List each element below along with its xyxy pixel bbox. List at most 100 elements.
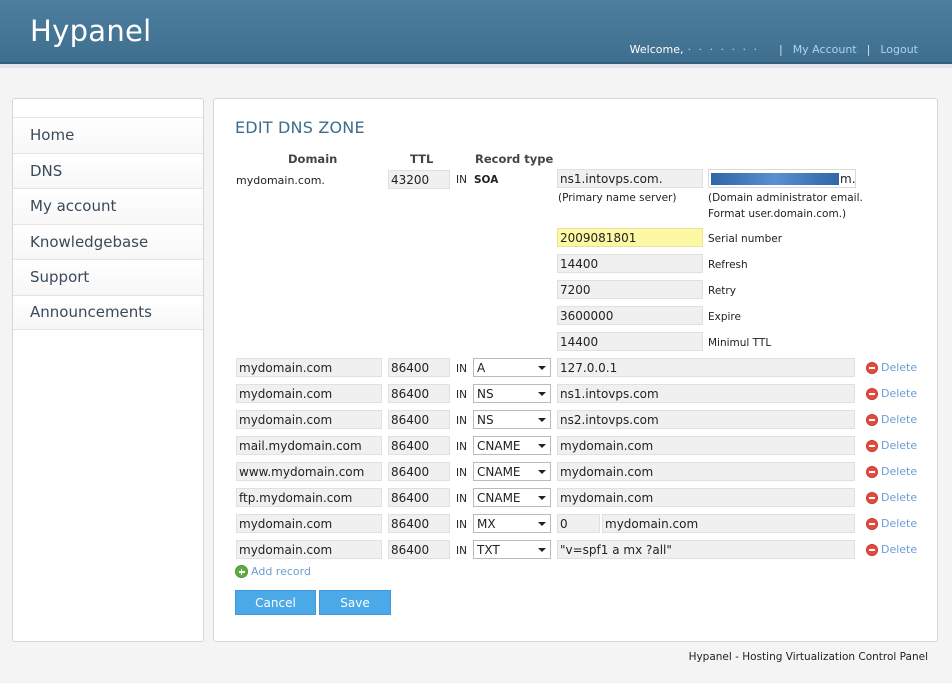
sidebar-item-knowledgebase[interactable]: Knowledgebase — [13, 223, 203, 259]
soa-expire-input[interactable]: 3600000 — [557, 306, 703, 325]
record-ttl-input[interactable]: 86400 — [388, 358, 450, 377]
record-value-input[interactable]: ns1.intovps.com — [557, 384, 855, 403]
delete-record-link[interactable]: Delete — [866, 439, 917, 452]
record-ttl-input[interactable]: 86400 — [388, 540, 450, 559]
record-value-input[interactable]: mydomain.com — [557, 436, 855, 455]
column-header-ttl: TTL — [410, 152, 434, 166]
delete-record-link[interactable]: Delete — [866, 543, 917, 556]
record-type-value: TXT — [477, 543, 500, 557]
soa-email-hint-2: Format user.domain.com.) — [708, 208, 847, 220]
record-type-select[interactable]: NS — [473, 384, 551, 403]
footer-text: Hypanel - Hosting Virtualization Control… — [688, 651, 928, 663]
record-name-input[interactable]: mydomain.com — [236, 540, 382, 559]
my-account-link[interactable]: My Account — [792, 43, 857, 56]
record-ttl-input[interactable]: 86400 — [388, 384, 450, 403]
sidebar-item-my-account[interactable]: My account — [13, 188, 203, 224]
delete-record-link[interactable]: Delete — [866, 491, 917, 504]
record-value-input[interactable]: ns2.intovps.com — [557, 410, 855, 429]
delete-label: Delete — [881, 413, 918, 426]
record-priority-input[interactable]: 0 — [557, 514, 600, 533]
record-type-select[interactable]: MX — [473, 514, 551, 533]
email-suffix: m. — [840, 172, 856, 186]
nav-separator: | — [866, 43, 871, 56]
record-name-input[interactable]: mydomain.com — [236, 410, 382, 429]
record-name-input[interactable]: mydomain.com — [236, 384, 382, 403]
sidebar-item-announcements[interactable]: Announcements — [13, 294, 203, 330]
soa-domain: mydomain.com. — [236, 174, 325, 187]
app-logo: Hypanel — [30, 14, 152, 48]
record-name-input[interactable]: mydomain.com — [236, 514, 382, 533]
record-ttl-input[interactable]: 86400 — [388, 436, 450, 455]
delete-label: Delete — [881, 491, 918, 504]
record-ttl-input[interactable]: 86400 — [388, 514, 450, 533]
record-type-value: CNAME — [477, 491, 521, 505]
record-value-input[interactable]: mydomain.com — [557, 488, 855, 507]
minus-circle-icon — [866, 543, 878, 556]
soa-retry-input[interactable]: 7200 — [557, 280, 703, 299]
delete-label: Delete — [881, 517, 918, 530]
page-title: EDIT DNS ZONE — [235, 118, 365, 137]
soa-type: SOA — [474, 174, 499, 186]
record-name-input[interactable]: www.mydomain.com — [236, 462, 382, 481]
record-value-input[interactable]: mydomain.com — [602, 514, 855, 533]
record-class: IN — [456, 493, 467, 505]
record-type-select[interactable]: CNAME — [473, 462, 551, 481]
record-type-value: CNAME — [477, 465, 521, 479]
sidebar-item-dns[interactable]: DNS — [13, 152, 203, 188]
delete-record-link[interactable]: Delete — [866, 517, 917, 530]
record-ttl-input[interactable]: 86400 — [388, 488, 450, 507]
minus-circle-icon — [866, 387, 878, 400]
header-nav: Welcome, · · · · · · · | My Account | Lo… — [630, 43, 918, 56]
soa-minttl-input[interactable]: 14400 — [557, 332, 703, 351]
cancel-button[interactable]: Cancel — [235, 590, 316, 615]
add-record-link[interactable]: Add record — [235, 565, 311, 578]
soa-retry-label: Retry — [708, 285, 736, 297]
record-name-input[interactable]: mydomain.com — [236, 358, 382, 377]
delete-record-link[interactable]: Delete — [866, 465, 917, 478]
soa-primary-ns-input[interactable]: ns1.intovps.com. — [557, 169, 703, 188]
soa-refresh-input[interactable]: 14400 — [557, 254, 703, 273]
save-button[interactable]: Save — [319, 590, 391, 615]
main-panel: EDIT DNS ZONE Domain TTL Record type myd… — [213, 98, 938, 642]
soa-ttl-input[interactable]: 43200 — [388, 170, 450, 189]
logout-link[interactable]: Logout — [880, 43, 918, 56]
delete-label: Delete — [881, 439, 918, 452]
delete-label: Delete — [881, 361, 918, 374]
plus-circle-icon — [235, 565, 248, 578]
record-type-select[interactable]: NS — [473, 410, 551, 429]
delete-record-link[interactable]: Delete — [866, 413, 917, 426]
delete-record-link[interactable]: Delete — [866, 361, 917, 374]
record-value-input[interactable]: "v=spf1 a mx ?all" — [557, 540, 855, 559]
record-name-input[interactable]: mail.mydomain.com — [236, 436, 382, 455]
record-class: IN — [456, 519, 467, 531]
add-record-label: Add record — [251, 565, 311, 578]
soa-expire-label: Expire — [708, 311, 741, 323]
record-type-select[interactable]: CNAME — [473, 436, 551, 455]
minus-circle-icon — [866, 465, 878, 478]
delete-label: Delete — [881, 465, 918, 478]
record-value-input[interactable]: 127.0.0.1 — [557, 358, 855, 377]
chevron-down-icon — [538, 522, 546, 526]
record-ttl-input[interactable]: 86400 — [388, 462, 450, 481]
record-name-input[interactable]: ftp.mydomain.com — [236, 488, 382, 507]
chevron-down-icon — [538, 470, 546, 474]
sidebar-item-support[interactable]: Support — [13, 259, 203, 295]
record-class: IN — [456, 389, 467, 401]
record-ttl-input[interactable]: 86400 — [388, 410, 450, 429]
redacted-email — [711, 173, 839, 185]
record-class: IN — [456, 363, 467, 375]
chevron-down-icon — [538, 392, 546, 396]
record-type-value: NS — [477, 413, 494, 427]
soa-serial-input[interactable]: 2009081801 — [557, 228, 703, 247]
soa-minttl-label: Minimul TTL — [708, 337, 772, 349]
record-type-select[interactable]: A — [473, 358, 551, 377]
record-type-select[interactable]: TXT — [473, 540, 551, 559]
minus-circle-icon — [866, 491, 878, 504]
delete-record-link[interactable]: Delete — [866, 387, 917, 400]
record-type-select[interactable]: CNAME — [473, 488, 551, 507]
soa-admin-email-input[interactable]: m. — [708, 169, 856, 188]
soa-serial-label: Serial number — [708, 233, 783, 245]
record-value-input[interactable]: mydomain.com — [557, 462, 855, 481]
sidebar-item-home[interactable]: Home — [13, 117, 203, 153]
record-class: IN — [456, 545, 467, 557]
